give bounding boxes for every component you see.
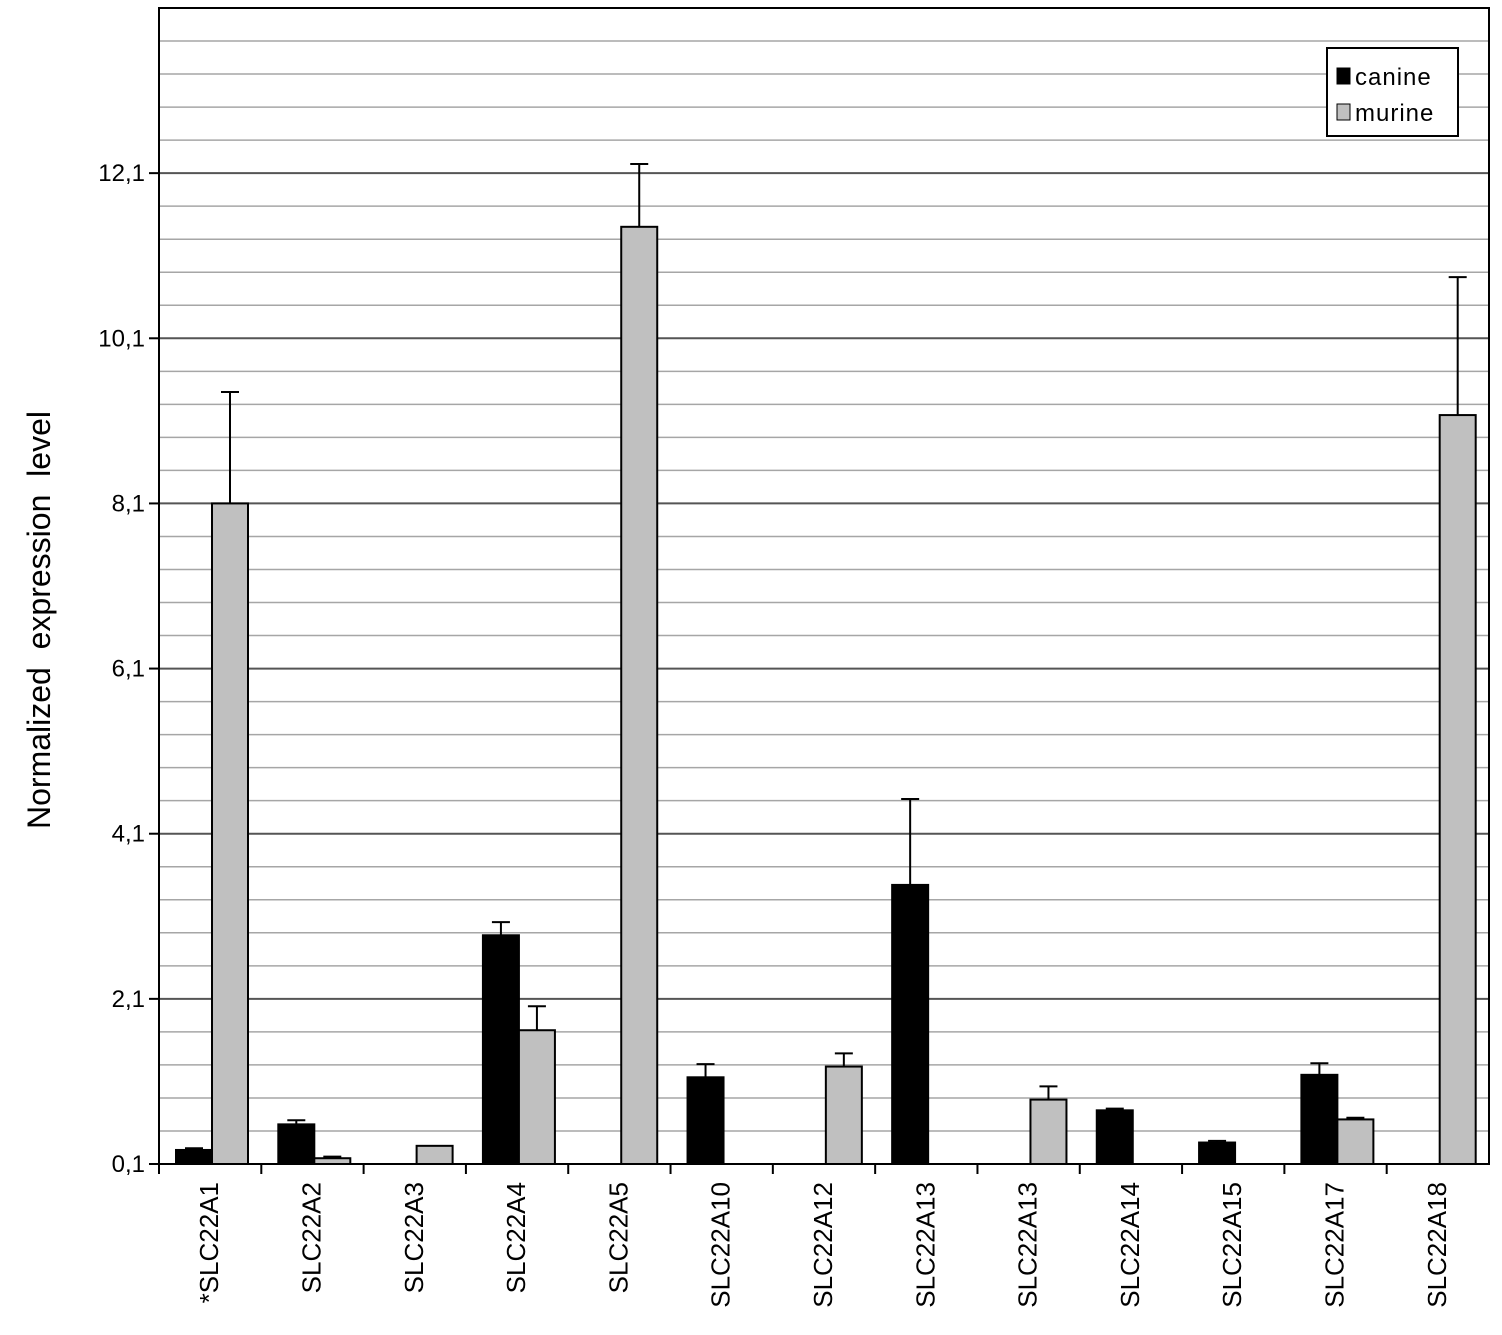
bar-murine: [1029, 1098, 1068, 1165]
x-tick-label: SLC22A2: [296, 1182, 326, 1293]
x-tick-label: SLC22A18: [1422, 1182, 1452, 1308]
bar-murine: [1438, 414, 1477, 1165]
y-tick-label: 0,1: [112, 1151, 145, 1178]
x-tick-label: SLC22A13: [910, 1182, 940, 1308]
x-tick-label: SLC22A14: [1115, 1182, 1145, 1308]
y-tick-label: 12,1: [98, 160, 145, 187]
bar-canine: [686, 1076, 725, 1166]
y-tick-label: 2,1: [112, 986, 145, 1013]
y-tick-label: 4,1: [112, 821, 145, 848]
y-tick-label: 10,1: [98, 325, 145, 352]
bar-canine: [891, 883, 930, 1165]
bar-canine: [175, 1148, 213, 1166]
bar-murine: [824, 1065, 863, 1165]
y-tick-label: 8,1: [112, 490, 145, 517]
legend-label-murine: murine: [1355, 100, 1434, 127]
x-tick-label: *SLC22A1: [194, 1182, 224, 1303]
bar-murine: [620, 225, 659, 1166]
plot-area: [159, 8, 1489, 1164]
bar-canine: [1198, 1141, 1237, 1165]
bar-murine: [211, 502, 249, 1165]
x-tick-label: SLC22A5: [603, 1182, 633, 1293]
gridlines: [159, 7, 1489, 1132]
x-tick-label: SLC22A13: [1013, 1182, 1043, 1308]
plot-border: [158, 7, 1490, 1165]
error-bars-group: [185, 163, 1467, 1159]
bar-canine: [1095, 1109, 1134, 1166]
x-tick-label: SLC22A15: [1217, 1182, 1247, 1308]
x-tick-label: SLC22A17: [1320, 1182, 1350, 1308]
y-axis-ticks: 0,1 2,1 4,1 6,1 8,1 10,1 12,1: [98, 160, 159, 1178]
bar-murine: [415, 1144, 454, 1165]
legend-swatch-canine: [1336, 67, 1351, 85]
legend-label-canine: canine: [1355, 64, 1432, 91]
x-axis-labels: *SLC22A1 SLC22A2 SLC22A3 SLC22A4 SLC22A5 SLC2…: [158, 1164, 1452, 1308]
y-tick-label: 6,1: [112, 656, 145, 683]
x-tick-label: SLC22A12: [808, 1182, 838, 1308]
bar-canine: [277, 1123, 316, 1166]
legend-swatch-murine: [1336, 103, 1351, 121]
bars-group: [175, 225, 1477, 1166]
bar-murine: [1336, 1118, 1375, 1165]
x-tick-label: SLC22A3: [399, 1182, 429, 1293]
x-tick-label: SLC22A4: [501, 1182, 531, 1293]
legend-box: [1326, 47, 1459, 137]
y-axis-title: Normalized expression level: [21, 411, 57, 829]
bar-murine: [517, 1029, 556, 1165]
x-tick-label: SLC22A10: [706, 1182, 736, 1308]
legend: canine murine: [1326, 47, 1459, 137]
bar-canine: [1300, 1073, 1339, 1166]
bar-canine: [481, 934, 520, 1166]
